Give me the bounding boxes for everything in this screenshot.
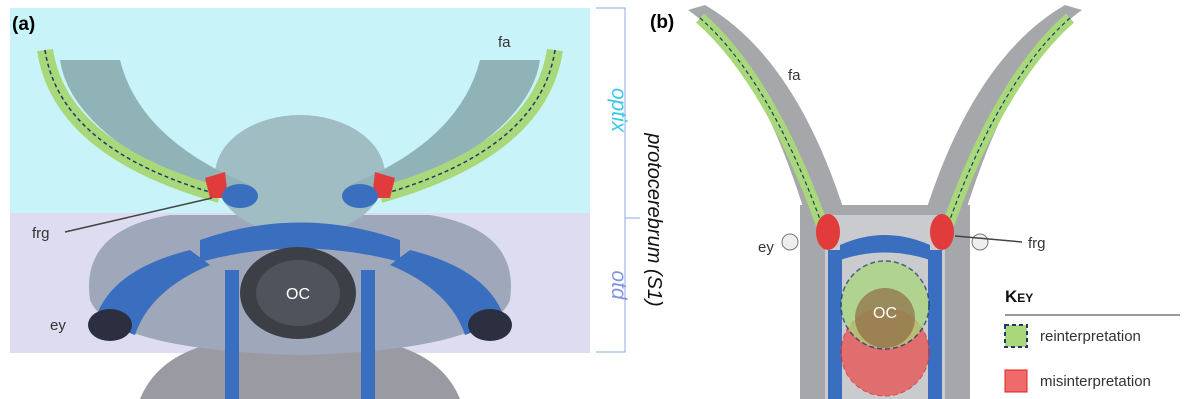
label-frg: frg: [1028, 235, 1046, 252]
panel-label: (b): [650, 12, 674, 33]
label-optix: optix: [607, 88, 630, 134]
label-oc: OC: [873, 305, 897, 322]
label-otd: otd: [607, 270, 630, 301]
key-swatch: [1005, 325, 1027, 347]
panel-label: (a): [12, 14, 35, 35]
label-ey: ey: [758, 239, 774, 256]
key-label: misinterpretation: [1040, 373, 1151, 390]
label-ey: ey: [50, 317, 66, 334]
bracket: [596, 8, 640, 352]
label-oc: OC: [286, 286, 310, 303]
label-protocerebrum: protocerebrum (S1): [643, 132, 665, 306]
label-fa: fa: [788, 67, 801, 84]
label-fa: fa: [498, 34, 511, 51]
figure: (a) fa frg ey OC optix otd protocerebrum…: [0, 0, 1184, 399]
key-swatch: [1005, 370, 1027, 392]
label-frg: frg: [32, 225, 50, 242]
key-title: Key: [1005, 287, 1033, 306]
key-label: reinterpretation: [1040, 328, 1141, 345]
